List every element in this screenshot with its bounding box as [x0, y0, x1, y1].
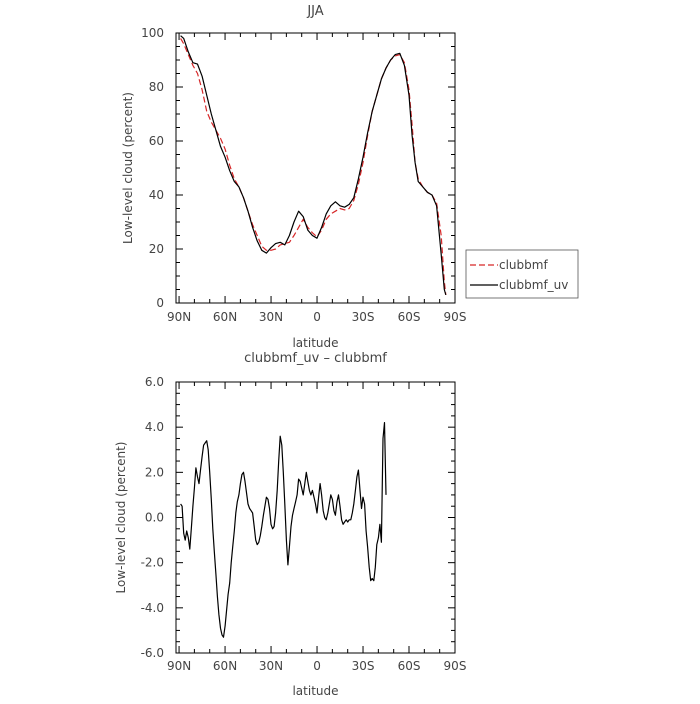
x-axis-label: latitude	[292, 684, 338, 698]
series-line-difference	[180, 422, 387, 638]
plot-frame	[175, 32, 456, 304]
chart-title: clubbmf_uv – clubbmf	[244, 351, 387, 366]
x-axis-label: latitude	[292, 336, 338, 350]
legend: clubbmf clubbmf_uv	[465, 249, 579, 299]
x-tick-label: 60S	[398, 659, 421, 673]
x-tick-label: 0	[313, 310, 321, 324]
x-tick-label: 30S	[352, 659, 375, 673]
y-tick-label: 2.0	[145, 465, 164, 479]
x-tick-label: 90N	[167, 659, 191, 673]
y-tick-label: -2.0	[141, 556, 164, 570]
y-tick-label: 20	[149, 242, 164, 256]
y-tick-label: 4.0	[145, 420, 164, 434]
y-tick-label: 0.0	[145, 511, 164, 525]
legend-label-clubbmf: clubbmf	[499, 258, 548, 272]
legend-box	[465, 249, 579, 299]
y-tick-label: 6.0	[145, 375, 164, 389]
y-tick-label: 40	[149, 188, 164, 202]
y-tick-label: 0	[156, 296, 164, 310]
x-tick-label: 60N	[213, 659, 237, 673]
x-tick-label: 0	[313, 659, 321, 673]
x-tick-label: 30N	[259, 659, 283, 673]
y-tick-label: -4.0	[141, 601, 164, 615]
x-tick-label: 90S	[444, 659, 467, 673]
x-tick-label: 30S	[352, 310, 375, 324]
x-tick-label: 60N	[213, 310, 237, 324]
legend-label-clubbmf-uv: clubbmf_uv	[499, 278, 568, 292]
plot-frame	[175, 381, 456, 654]
chart-2: 90N 60N 30N 0 30S 60S 90S -6.0 -4.0 -2.0 0.0 2.0 4.0…	[114, 351, 466, 698]
y-tick-label: 100	[141, 26, 164, 40]
x-tick-label: 30N	[259, 310, 283, 324]
chart-title: JJA	[306, 4, 323, 19]
series-line-clubbmf-uv	[180, 35, 447, 296]
x-tick-label: 60S	[398, 310, 421, 324]
y-axis-label: Low-level cloud (percent)	[121, 92, 135, 244]
x-tick-label: 90S	[444, 310, 467, 324]
x-tick-label: 90N	[167, 310, 191, 324]
y-axis-label: Low-level cloud (percent)	[114, 442, 128, 594]
y-tick-label: 60	[149, 134, 164, 148]
y-tick-label: 80	[149, 80, 164, 94]
chart-1: 90N 60N 30N 0 30S 60S 90S 0 20 40 60 80 100 JJA latitu…	[121, 4, 579, 350]
y-tick-label: -6.0	[141, 646, 164, 660]
series-line-clubbmf	[180, 38, 447, 295]
